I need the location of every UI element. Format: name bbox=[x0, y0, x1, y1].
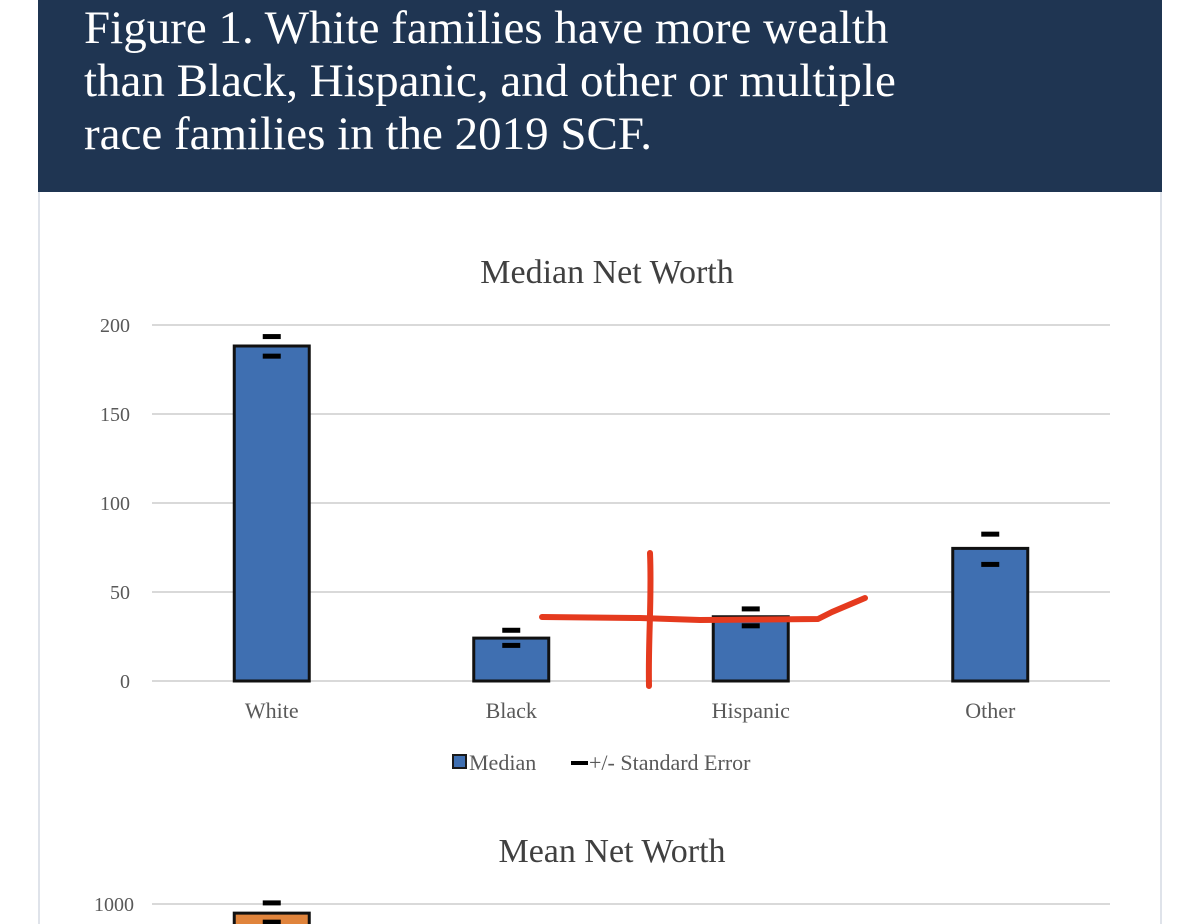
legend-median-swatch bbox=[452, 754, 467, 769]
figure-header: Figure 1. White families have more wealt… bbox=[38, 0, 1162, 192]
legend-error-swatch bbox=[571, 761, 588, 765]
median-x-label-other: Other bbox=[965, 698, 1016, 723]
error-upper-black bbox=[502, 627, 521, 633]
error-lower-other bbox=[981, 561, 1000, 567]
median-y-axis: 0 50 100 150 200 bbox=[100, 315, 130, 693]
red-annotation-marks bbox=[539, 550, 868, 689]
median-error-markers bbox=[262, 334, 1000, 648]
median-x-label-black: Black bbox=[486, 698, 537, 723]
figure-title-line-1: Figure 1. White families have more wealt… bbox=[84, 2, 889, 54]
median-bar-white bbox=[232, 344, 311, 683]
error-lower-white bbox=[262, 353, 281, 359]
median-bars bbox=[232, 344, 1030, 683]
mean-y-tick: 1000 bbox=[94, 894, 134, 916]
median-y-tick: 0 bbox=[120, 671, 130, 693]
error-lower-black bbox=[502, 642, 521, 648]
median-net-worth-chart: Median Net Worth 0 50 100 150 200 White … bbox=[100, 254, 1110, 775]
median-y-tick: 150 bbox=[100, 404, 130, 426]
median-x-axis: White Black Hispanic Other bbox=[245, 698, 1016, 723]
legend-median-label: Median bbox=[469, 750, 536, 775]
error-lower-hispanic bbox=[741, 623, 760, 629]
error-upper-white bbox=[262, 334, 281, 340]
median-x-label-hispanic: Hispanic bbox=[712, 698, 790, 723]
median-x-label-white: White bbox=[245, 698, 299, 723]
mean-error-lower-white bbox=[262, 919, 281, 924]
error-upper-other bbox=[981, 531, 1000, 537]
error-upper-hispanic bbox=[741, 606, 760, 612]
median-bar-other bbox=[951, 546, 1030, 683]
median-legend: Median +/- Standard Error bbox=[452, 750, 751, 775]
median-y-tick: 200 bbox=[100, 315, 130, 337]
legend-error-label: +/- Standard Error bbox=[589, 750, 751, 775]
red-horizontal-stroke bbox=[539, 595, 868, 623]
median-y-tick: 100 bbox=[100, 493, 130, 515]
mean-net-worth-chart: Mean Net Worth 1000 bbox=[94, 833, 1110, 924]
median-gridlines bbox=[152, 324, 1110, 682]
median-y-tick: 50 bbox=[110, 582, 130, 604]
mean-error-upper-white bbox=[262, 900, 281, 906]
mean-chart-title: Mean Net Worth bbox=[498, 833, 725, 870]
figure-title-line-3: race families in the 2019 SCF. bbox=[84, 108, 652, 160]
figure-title-line-2: than Black, Hispanic, and other or multi… bbox=[84, 55, 896, 107]
median-chart-title: Median Net Worth bbox=[480, 254, 733, 291]
